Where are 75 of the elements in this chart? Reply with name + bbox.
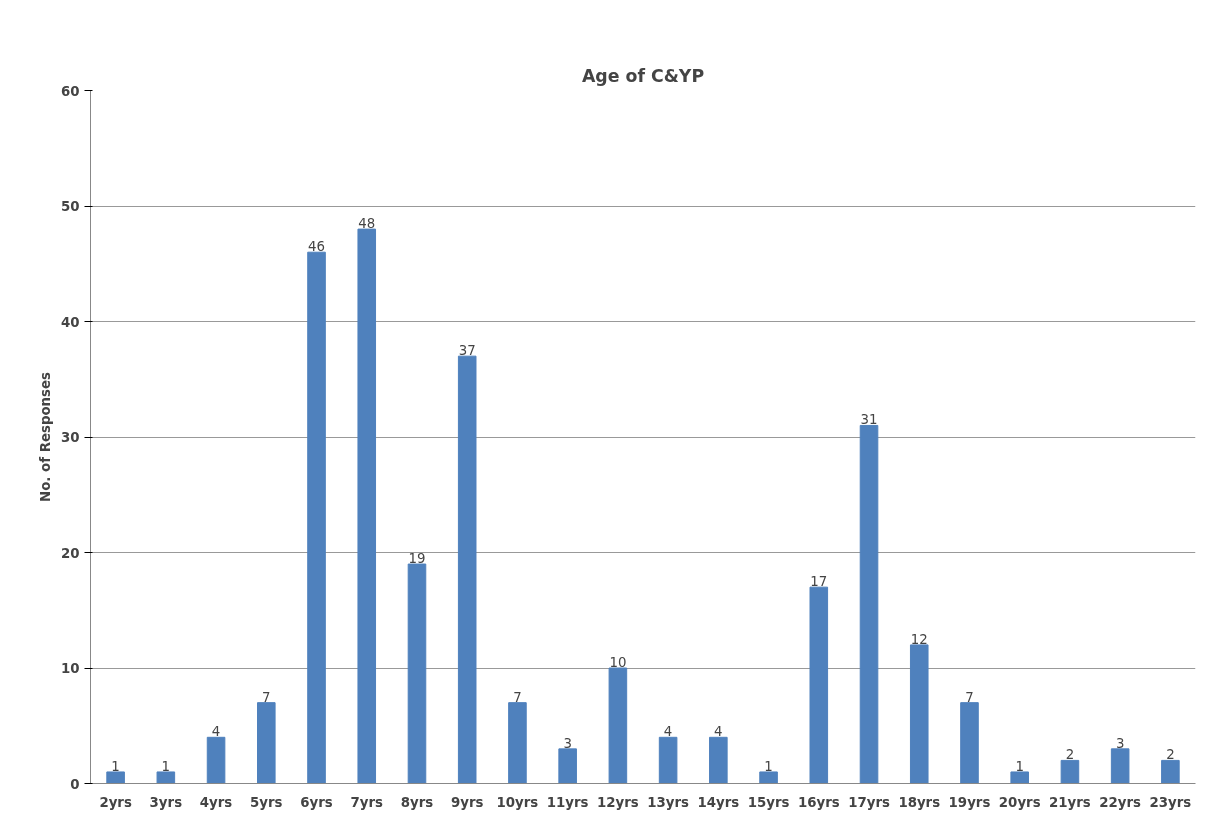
data-label: 17 — [810, 574, 828, 590]
data-label: 7 — [513, 689, 522, 705]
data-label: 2 — [1065, 747, 1075, 763]
x-tick-label: 22yrs — [1099, 794, 1142, 810]
data-label: 1 — [161, 758, 171, 774]
x-tick-label: 7yrs — [350, 794, 384, 810]
x-tick-label: 6yrs — [300, 794, 333, 810]
data-label: 31 — [860, 412, 878, 428]
y-tick-label: 0 — [70, 776, 80, 792]
bar — [909, 644, 929, 784]
data-label: 48 — [358, 216, 376, 232]
x-tick-label: 3yrs — [149, 794, 183, 810]
bar — [1110, 748, 1130, 784]
y-tick-label: 50 — [60, 199, 80, 214]
x-tick-label: 5yrs — [250, 794, 283, 810]
bar — [1060, 759, 1080, 784]
data-label: 4 — [211, 724, 221, 740]
bar — [206, 736, 226, 784]
x-tick-label: 15yrs — [747, 794, 790, 810]
data-label: 10 — [609, 655, 627, 670]
bar — [759, 771, 778, 784]
bar — [307, 251, 326, 784]
x-tick-label: 16yrs — [797, 794, 840, 810]
bar — [407, 563, 427, 784]
data-label: 46 — [308, 239, 326, 255]
y-tick-label: 40 — [60, 314, 80, 330]
data-label: 1 — [111, 758, 120, 774]
bar — [1161, 759, 1180, 784]
x-tick-label: 8yrs — [400, 794, 434, 810]
data-label: 4 — [714, 724, 723, 740]
x-tick-label: 2yrs — [99, 794, 132, 810]
bar — [809, 586, 829, 784]
x-tick-label: 19yrs — [948, 794, 991, 810]
x-tick-label: 14yrs — [697, 794, 740, 810]
bar — [658, 736, 678, 784]
data-label: 3 — [1115, 735, 1125, 751]
chart-title: Age of C&YP — [581, 65, 705, 86]
x-tick-label: 18yrs — [898, 794, 941, 810]
data-label: 1 — [1015, 758, 1024, 774]
bar — [508, 702, 527, 784]
bar — [859, 424, 879, 784]
bar — [106, 771, 125, 784]
x-tick-label: 4yrs — [199, 794, 233, 810]
x-tick-label: 21yrs — [1049, 794, 1091, 810]
data-label: 19 — [408, 551, 426, 567]
bar — [608, 667, 628, 784]
bar — [960, 702, 979, 784]
bar — [1010, 771, 1029, 784]
x-tick-label: 23yrs — [1149, 794, 1192, 810]
y-tick-label: 30 — [60, 430, 80, 445]
bar — [257, 702, 276, 784]
y-tick-label: 10 — [60, 661, 80, 676]
data-label: 37 — [458, 343, 476, 359]
x-tick-label: 13yrs — [647, 794, 690, 810]
y-axis-title: No. of Responses — [37, 371, 53, 502]
x-tick-label: 11yrs — [546, 794, 589, 810]
data-label: 7 — [262, 689, 271, 705]
y-tick-label: 20 — [60, 545, 80, 561]
x-tick-label: 9yrs — [450, 794, 484, 810]
x-tick-label: 20yrs — [998, 794, 1041, 810]
data-label: 7 — [965, 689, 974, 705]
data-label: 2 — [1166, 747, 1175, 763]
bar — [457, 355, 477, 784]
x-tick-label: 12yrs — [597, 794, 639, 810]
data-label: 4 — [663, 724, 673, 740]
y-tick-label: 60 — [60, 83, 80, 99]
x-tick-label: 10yrs — [496, 794, 539, 810]
data-label: 12 — [910, 631, 928, 647]
bar — [709, 736, 728, 784]
data-label: 3 — [563, 735, 572, 751]
x-tick-label: 17yrs — [848, 794, 890, 810]
bar — [156, 771, 176, 784]
bar — [357, 228, 377, 784]
data-label: 1 — [764, 758, 773, 774]
bar — [558, 748, 577, 784]
